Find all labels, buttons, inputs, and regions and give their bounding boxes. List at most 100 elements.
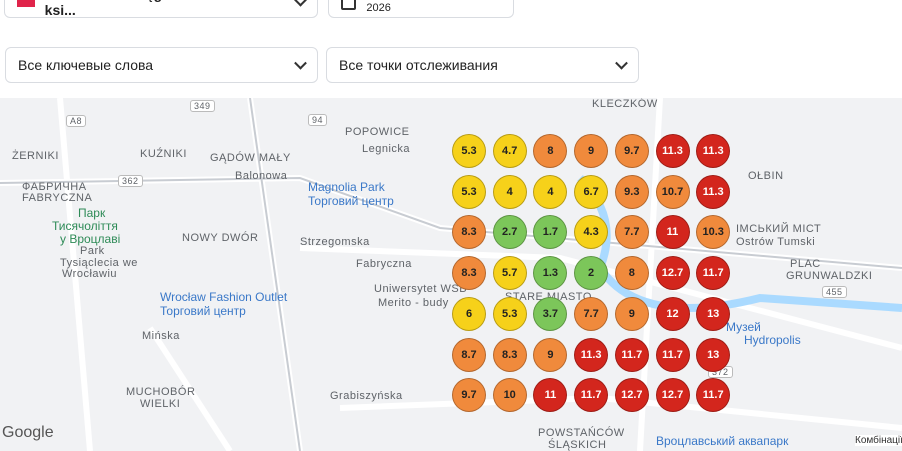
rank-cell: 11.3 <box>696 134 731 168</box>
rank-cell: 11 <box>655 215 690 250</box>
map-label: Музей <box>726 320 761 334</box>
road-number: A8 <box>66 115 87 127</box>
rank-cell: 4.7 <box>492 134 527 168</box>
map-label: POPOWICE <box>345 126 410 138</box>
flag <box>17 0 35 7</box>
points-select[interactable]: Все точки отслеживания <box>326 47 639 83</box>
map-label: KUŹNIKI <box>140 148 187 160</box>
rank-cell: 4.3 <box>574 215 609 250</box>
map-label: Tysiąclecia we <box>60 257 138 269</box>
rank-cell: 6 <box>452 296 486 331</box>
rank-cell: 5.3 <box>492 296 527 331</box>
map-label: WIELKI <box>140 398 181 410</box>
calendar-icon <box>341 0 357 10</box>
rank-cell: 4 <box>533 174 568 209</box>
date-select[interactable]: 27 ЯНВ 2026 - 27 ЯНВ 2026 <box>328 0 514 18</box>
rank-cell: 11.7 <box>696 256 731 291</box>
date-range: 27 ЯНВ 2026 - 27 ЯНВ 2026 <box>366 0 480 14</box>
map-label: GĄDÓW MAŁY <box>210 152 291 164</box>
map-label: Ostrów Tumski <box>736 236 816 248</box>
map-label: Торговий центр <box>160 304 246 318</box>
rank-cell: 10 <box>492 378 527 413</box>
map-label: Park <box>80 245 105 257</box>
map-label: KLECZKÓW <box>592 98 658 110</box>
google-logo: Google <box>2 424 54 441</box>
rank-cell: 12.7 <box>614 378 649 413</box>
rank-cell: 10.3 <box>696 215 731 250</box>
map-label: ŚLĄSKICH <box>548 439 607 451</box>
rank-cell: 5.7 <box>492 256 527 291</box>
map-label: Торговий центр <box>308 194 394 208</box>
keywords-select[interactable]: Все ключевые слова <box>5 47 318 83</box>
rank-cell: 4 <box>492 174 527 209</box>
rank-cell: 8.7 <box>452 337 486 372</box>
road-number: 362 <box>118 175 143 187</box>
road-number: 455 <box>822 286 847 298</box>
rank-cell: 1.7 <box>533 215 568 250</box>
rank-cell: 12.7 <box>655 256 690 291</box>
map-label: Парк <box>78 206 106 220</box>
business-select[interactable]: Book Cafe - księgarnia-kawiarnia z ksi..… <box>4 0 318 18</box>
rank-cell: 10.7 <box>655 174 690 209</box>
map-label: ФАБРИЧНА <box>22 181 87 193</box>
map[interactable]: ŻERNIKI KUŹNIKI GĄDÓW MAŁY POPOWICE KLECZKÓW… <box>0 98 902 451</box>
map-footer: Комбінації <box>855 435 902 446</box>
rank-cell: 5.3 <box>452 134 486 168</box>
map-label: Wrocław Fashion Outlet <box>160 290 288 304</box>
rank-cell: 9.3 <box>614 174 649 209</box>
rank-cell: 9 <box>614 296 649 331</box>
map-label: OŁBIN <box>748 170 784 182</box>
points: Все точки отслеживания <box>339 57 498 73</box>
map-label: FABRYCZNA <box>22 192 93 204</box>
rank-cell: 11.7 <box>614 337 649 372</box>
rank-cell: 7.7 <box>614 215 649 250</box>
road-number: 349 <box>190 100 215 112</box>
rank-cell: 13 <box>696 296 731 331</box>
map-label: ІМСЬКИЙ МІСТ <box>736 223 822 235</box>
rank-cell: 11.7 <box>574 378 609 413</box>
map-label: NOWY DWÓR <box>182 232 259 244</box>
map-label: Legnicka <box>362 143 411 155</box>
rank-cell: 5.3 <box>452 174 486 209</box>
rank-cell: 12.7 <box>655 378 690 413</box>
keywords: Все ключевые слова <box>18 57 154 73</box>
rank-cell: 11.3 <box>696 174 731 209</box>
rank-cell: 3.7 <box>533 296 568 331</box>
map-label: Wrocławiu <box>62 268 118 280</box>
rank-cell: 8 <box>614 256 649 291</box>
rank-cell: 8.3 <box>492 337 527 372</box>
rank-cell: 11.7 <box>696 378 731 413</box>
map-label: POWSTAŃCÓW <box>538 427 625 439</box>
map-label: Uniwersytet WSB <box>374 283 468 295</box>
rank-cell: 1.3 <box>533 256 568 291</box>
map-label: Fabryczna <box>356 258 412 270</box>
map-label: Вроцлавський аквапарк <box>656 434 789 448</box>
map-label: MUCHOBÓR <box>126 386 196 398</box>
rank-cell: 12 <box>655 296 690 331</box>
map-label: Magnolia Park <box>308 180 385 194</box>
rank-cell: 6.7 <box>574 174 609 209</box>
rank-cell: 2 <box>574 256 609 291</box>
rank-cell: 9.7 <box>614 134 649 168</box>
rank-cell: 11.3 <box>655 134 690 168</box>
rank-cell: 11 <box>533 378 568 413</box>
map-label: Mińska <box>142 330 180 342</box>
business-name: Book Cafe - księgarnia-kawiarnia z ksi..… <box>44 0 275 18</box>
rank-cell: 7.7 <box>574 296 609 331</box>
map-label: Grabiszyńska <box>330 390 403 402</box>
map-label: Hydropolis <box>744 333 801 347</box>
rank-cell: 9 <box>533 337 568 372</box>
map-label: PLAC <box>790 258 821 270</box>
roads <box>0 98 902 451</box>
map-label: GRUNWALDZKI <box>786 270 873 282</box>
rank-cell: 8.3 <box>452 215 486 250</box>
rank-cell: 11.3 <box>574 337 609 372</box>
map-label: ŻERNIKI <box>12 150 59 162</box>
map-label: у Вроцлаві <box>60 232 121 246</box>
map-label: Merito - budy <box>378 297 449 309</box>
rank-cell: 8 <box>533 134 568 168</box>
rank-cell: 8.3 <box>452 256 486 291</box>
rank-cell: 9 <box>574 134 609 168</box>
rank-cell: 2.7 <box>492 215 527 250</box>
